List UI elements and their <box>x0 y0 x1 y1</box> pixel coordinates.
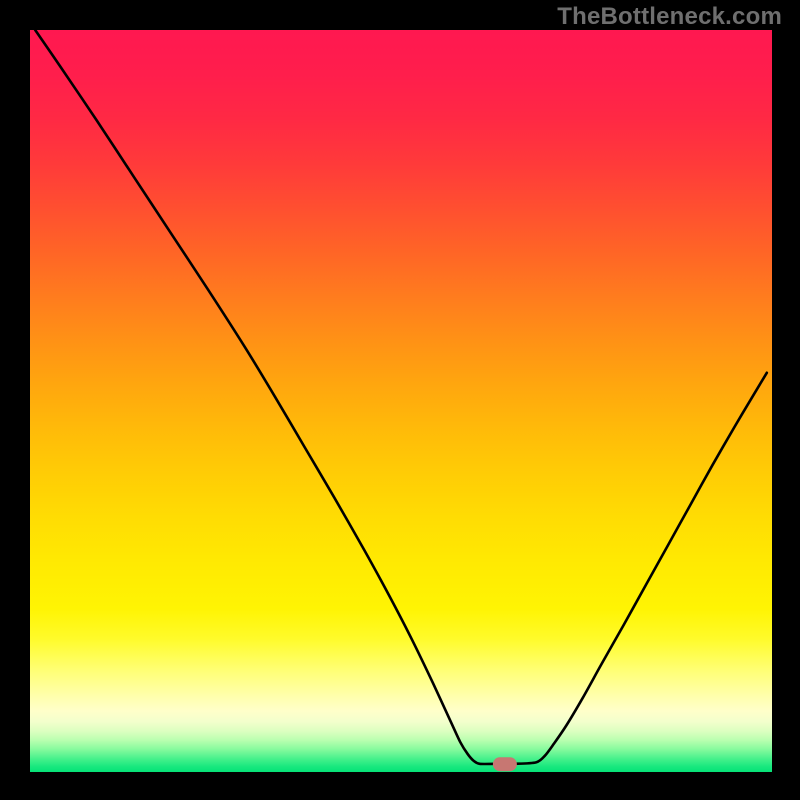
chart-background <box>30 30 772 772</box>
chart-wrap: TheBottleneck.com <box>0 0 800 800</box>
optimal-point-marker <box>493 757 517 771</box>
watermark-text: TheBottleneck.com <box>557 3 782 31</box>
bottleneck-chart <box>30 30 772 772</box>
